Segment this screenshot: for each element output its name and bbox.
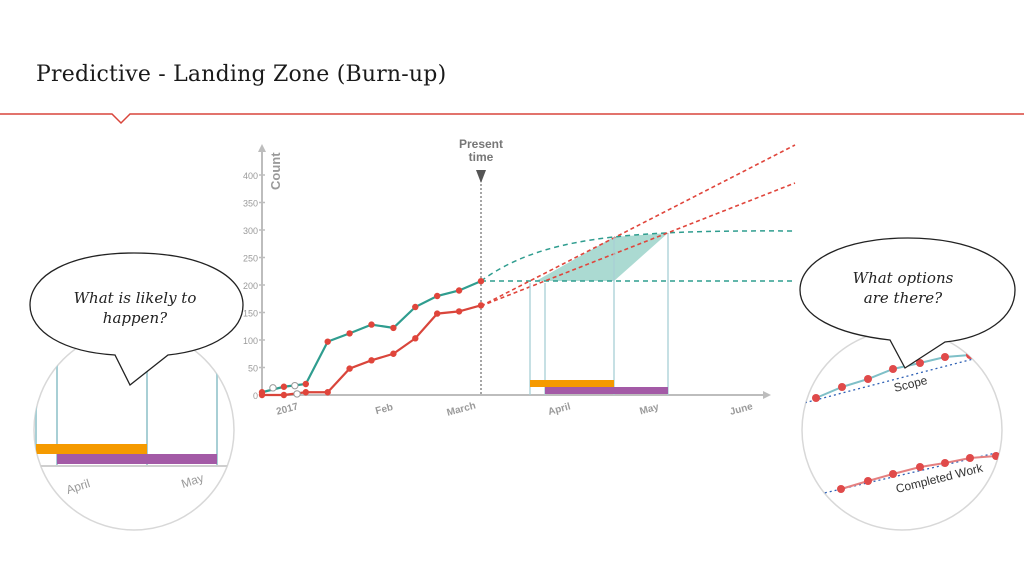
plot-area: Count 0 50 100 150 200 250 300 350 400 2017 Feb Ma… (243, 137, 796, 419)
data-point (280, 383, 288, 390)
inset-purple-bar (57, 454, 217, 464)
landing-zone (536, 233, 668, 281)
data-point (412, 303, 419, 311)
data-point (346, 365, 353, 372)
data-point (368, 321, 375, 328)
series-line-1 (262, 304, 482, 397)
data-point (324, 389, 331, 396)
data-point (455, 287, 463, 294)
present-label-1: Present (459, 137, 503, 151)
left-inset: April May (33, 329, 235, 531)
data-point (477, 302, 485, 309)
slide-title: Predictive - Landing Zone (Burn-up) (36, 62, 447, 87)
present-label-2: time (469, 150, 494, 164)
left-bubble-text: What is likely to happen? (73, 289, 197, 327)
completed-projection-fast (480, 144, 796, 307)
data-point (258, 391, 266, 399)
y-tick-label: 250 (243, 254, 258, 264)
data-point (324, 338, 331, 345)
inset-tick-may: May (180, 471, 206, 491)
y-tick-label: 50 (248, 364, 258, 374)
x-tick-label: April (547, 401, 572, 418)
data-point (477, 277, 485, 285)
series-line-0 (261, 280, 482, 394)
data-point (390, 324, 397, 332)
earliest-bar (530, 380, 614, 387)
present-time-marker (476, 170, 486, 183)
x-tick-label: June (729, 401, 755, 418)
latest-bar (545, 387, 668, 394)
data-point (434, 310, 441, 317)
y-tick-label: 200 (243, 281, 258, 291)
y-tick-label: 300 (243, 226, 258, 236)
data-point (412, 335, 419, 342)
data-point (302, 380, 309, 388)
right-inset: Scope Completed Work (801, 329, 1003, 531)
completed-projection-slow (480, 182, 796, 307)
y-axis-label: Count (268, 152, 283, 190)
data-point (368, 357, 375, 364)
data-point (346, 330, 353, 337)
open-data-point (269, 384, 277, 392)
left-speech-bubble (29, 252, 244, 387)
x-tick-label: 2017 (275, 401, 300, 417)
y-tick-label: 350 (243, 199, 258, 209)
x-tick-label: March (446, 400, 477, 418)
data-point (390, 350, 397, 357)
title-rule (0, 113, 1024, 125)
right-bubble-text-2: are there? (863, 289, 943, 307)
right-speech-bubble (799, 237, 1016, 369)
data-point (302, 389, 309, 396)
y-tick-label: 150 (243, 309, 258, 319)
scope-projection-high (480, 230, 794, 282)
data-point (434, 292, 441, 300)
open-data-point (291, 381, 299, 390)
right-bubble-text-1: What options (852, 269, 954, 287)
data-point (455, 308, 463, 315)
inset-orange-bar (36, 444, 147, 454)
open-data-point (293, 390, 301, 398)
y-tick-label: 400 (243, 171, 258, 181)
y-tick-label: 100 (243, 336, 258, 346)
data-point (280, 391, 288, 399)
x-tick-label: May (639, 402, 661, 418)
y-tick-label: 0 (253, 391, 258, 401)
x-tick-label: Feb (374, 402, 394, 417)
